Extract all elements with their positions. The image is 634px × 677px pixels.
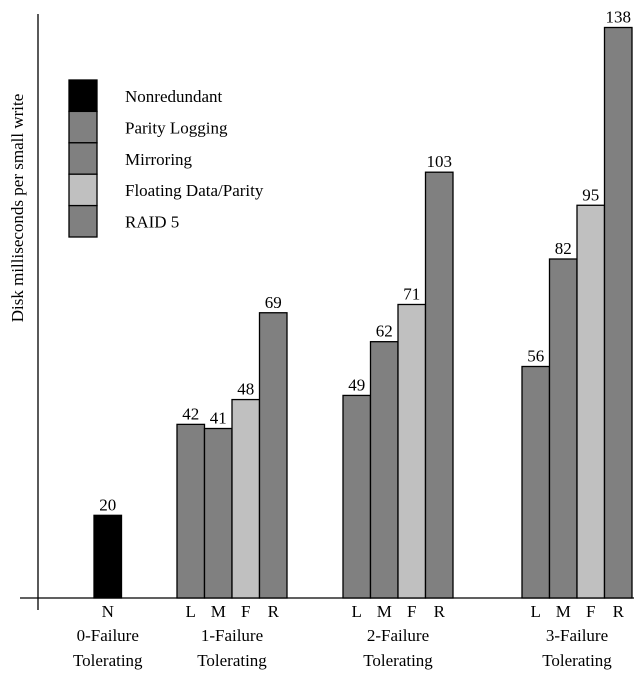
tick-letter-4-f: F [586, 602, 595, 621]
bar-3-l [342, 394, 372, 599]
value-label-3-r: 103 [427, 152, 453, 171]
bar-3-m [369, 341, 399, 599]
bar-4-r [603, 26, 633, 599]
tick-letter-3-l: L [352, 602, 362, 621]
group-label-line1-3: 2-Failure [367, 626, 429, 645]
legend-label-4: Floating Data/Parity [125, 181, 264, 200]
tick-letter-1-n: N [102, 602, 114, 621]
legend-label-3: Mirroring [125, 150, 193, 169]
bar-4-f [576, 204, 606, 599]
bars [93, 26, 633, 599]
tick-letter-2-f: F [241, 602, 250, 621]
group-label-line2-2: Tolerating [197, 651, 267, 670]
value-label-4-f: 95 [582, 185, 599, 204]
tick-letter-2-m: M [211, 602, 226, 621]
legend-swatch-3 [68, 142, 98, 175]
legend-label-2: Parity Logging [125, 118, 228, 137]
value-label-3-m: 62 [376, 322, 393, 341]
tick-letter-3-r: R [434, 602, 446, 621]
bar-1-n [93, 514, 123, 599]
value-label-2-f: 48 [237, 380, 254, 399]
group-label-line1-2: 1-Failure [201, 626, 263, 645]
bar-2-l [176, 423, 206, 599]
legend-swatch-2 [68, 110, 98, 144]
legend: Nonredundant Parity Logging Mirroring Float… [68, 79, 264, 238]
data-labels: 20 42 41 48 69 49 62 71 103 56 82 95 138 [99, 8, 631, 515]
value-label-4-m: 82 [555, 239, 572, 258]
value-label-1-n: 20 [99, 495, 116, 514]
bar-2-m [203, 427, 233, 599]
value-label-3-l: 49 [348, 375, 365, 394]
tick-letter-4-l: L [531, 602, 541, 621]
bar-2-r [258, 312, 288, 599]
tick-letter-3-f: F [407, 602, 416, 621]
bar-4-l [521, 365, 551, 599]
bar-3-f [397, 303, 427, 599]
group-label-line1-4: 3-Failure [546, 626, 608, 645]
bar-2-f [231, 398, 261, 599]
y-axis-label: Disk milliseconds per small write [8, 94, 27, 323]
legend-swatch-5 [68, 204, 98, 238]
group-label-line2-4: Tolerating [542, 651, 612, 670]
tick-letter-2-l: L [186, 602, 196, 621]
legend-label-5: RAID 5 [125, 213, 179, 232]
tick-letter-4-r: R [613, 602, 625, 621]
value-label-2-l: 42 [182, 404, 199, 423]
group-label-line2-1: Tolerating [73, 651, 143, 670]
tick-letter-2-r: R [268, 602, 280, 621]
group-label-line1-1: 0-Failure [77, 626, 139, 645]
bar-3-r [424, 171, 454, 599]
tick-letter-3-m: M [377, 602, 392, 621]
bar-4-m [548, 258, 578, 599]
legend-swatch-4 [68, 173, 98, 207]
legend-swatch-1 [68, 79, 98, 113]
value-label-2-r: 69 [265, 293, 282, 312]
value-label-4-r: 138 [606, 8, 632, 27]
value-label-4-l: 56 [527, 346, 544, 365]
value-label-3-f: 71 [403, 284, 420, 303]
legend-label-1: Nonredundant [125, 87, 223, 106]
value-label-2-m: 41 [210, 409, 227, 428]
tick-letter-4-m: M [556, 602, 571, 621]
group-label-line2-3: Tolerating [363, 651, 433, 670]
